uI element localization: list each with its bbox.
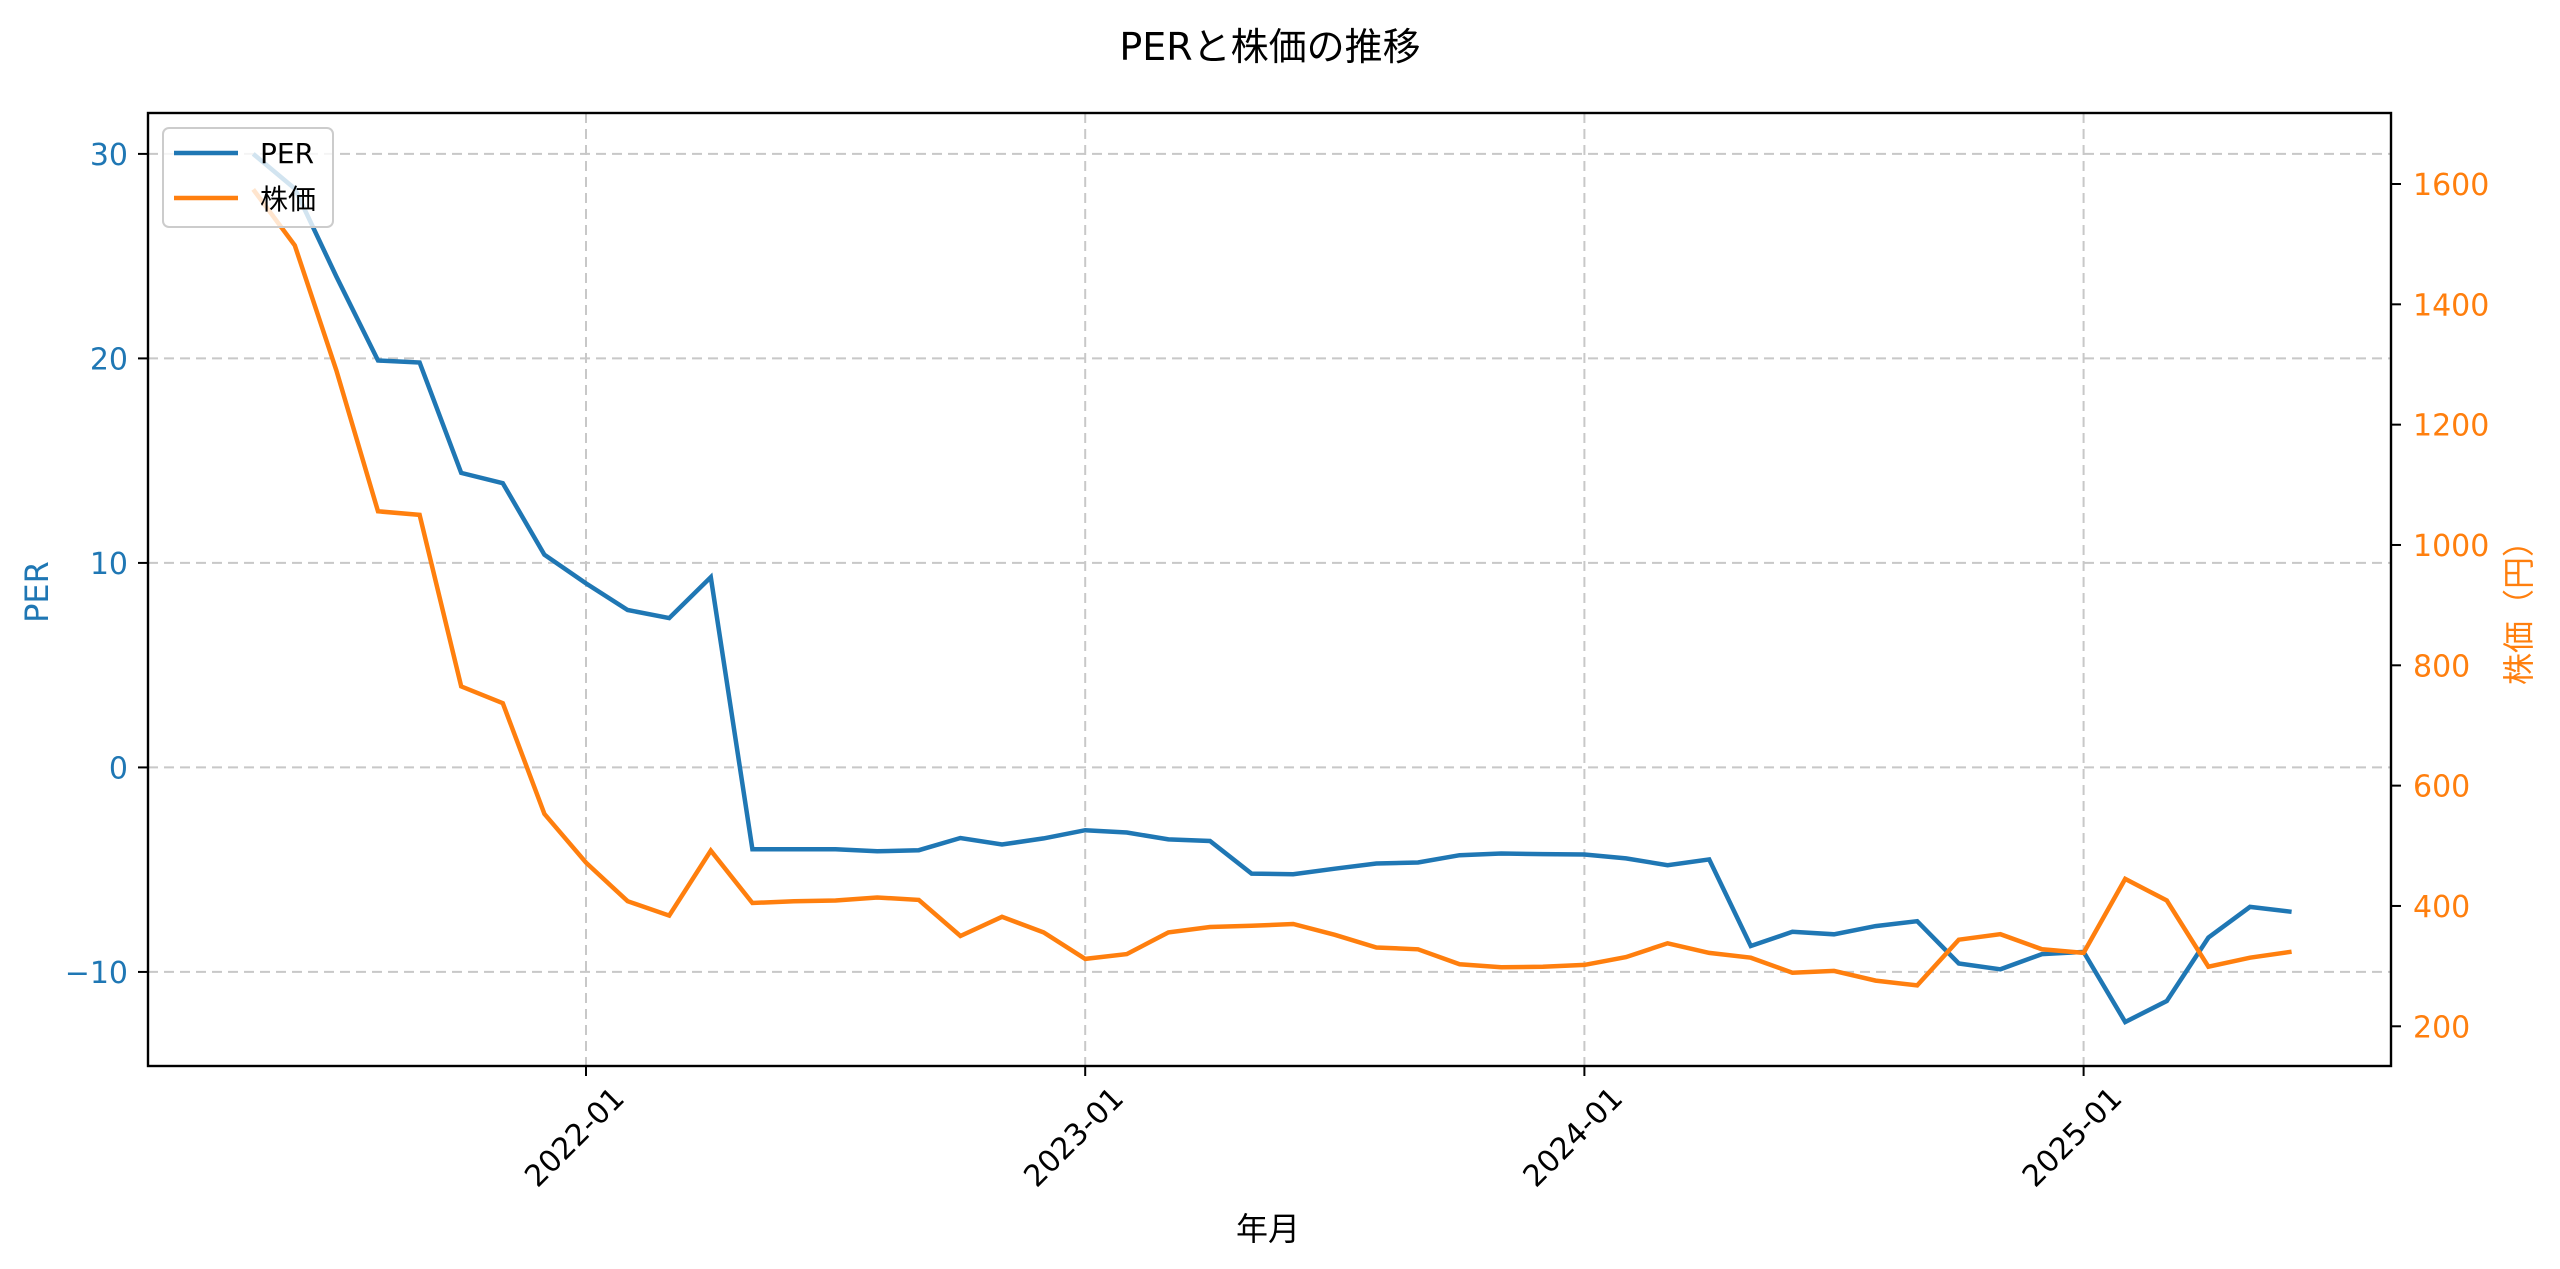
right-tick-label: 400 xyxy=(2413,890,2470,925)
x-tick-label: 2024-01 xyxy=(1517,1081,1630,1194)
right-tick-label: 800 xyxy=(2413,649,2470,684)
x-axis: 2022-01 2023-01 2024-01 2025-01 xyxy=(518,1066,2129,1194)
series-line-per xyxy=(251,152,2292,1025)
x-axis-label: 年月 xyxy=(1236,1210,1300,1248)
left-axis-label: PER xyxy=(18,561,56,623)
right-tick-label: 200 xyxy=(2413,1010,2470,1045)
right-y-axis: 1600 1400 1200 1000 800 600 400 200 xyxy=(2391,168,2489,1045)
left-tick-label: 10 xyxy=(90,547,128,582)
x-tick-label: 2022-01 xyxy=(518,1081,631,1194)
right-tick-label: 600 xyxy=(2413,770,2470,805)
legend-per-label: PER xyxy=(260,137,314,170)
right-tick-label: 1600 xyxy=(2413,168,2489,203)
left-y-axis: 30 20 10 0 −10 xyxy=(65,138,148,991)
left-tick-label: −10 xyxy=(65,956,128,991)
series-lines xyxy=(251,152,2292,1025)
right-tick-label: 1200 xyxy=(2413,409,2489,444)
x-tick-label: 2025-01 xyxy=(2016,1081,2129,1194)
right-tick-label: 1400 xyxy=(2413,288,2489,323)
legend: PER 株価 xyxy=(162,127,334,228)
plot-frame xyxy=(146,111,2393,1068)
right-tick-label: 1000 xyxy=(2413,529,2489,564)
left-tick-label: 30 xyxy=(90,138,128,173)
grid-lines xyxy=(148,113,2391,1066)
legend-price-label: 株価 xyxy=(260,183,316,216)
series-line-price xyxy=(251,188,2292,988)
left-tick-label: 20 xyxy=(90,342,128,377)
left-tick-label: 0 xyxy=(109,751,128,786)
chart-title: PERと株価の推移 xyxy=(1119,25,1420,69)
x-tick-label: 2023-01 xyxy=(1017,1081,1130,1194)
right-axis-label: 株価（円） xyxy=(2500,525,2538,685)
